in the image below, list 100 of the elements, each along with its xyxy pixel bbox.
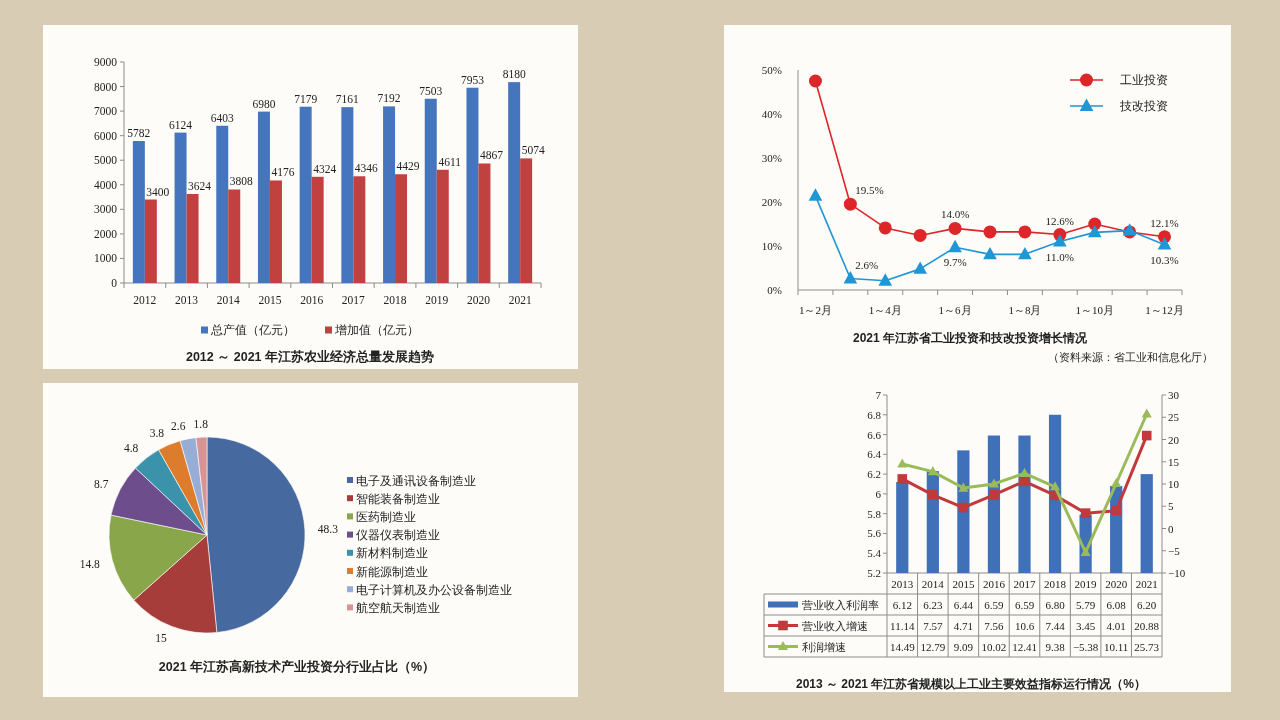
bar bbox=[520, 158, 533, 283]
data-label: 6.59 bbox=[1014, 598, 1035, 611]
x-tick-label: 2014 bbox=[921, 577, 945, 590]
legend-label: 工业投资 bbox=[1120, 73, 1168, 87]
x-tick-label: 2019 bbox=[1074, 577, 1098, 590]
y2-tick-label: 15 bbox=[1168, 455, 1180, 468]
legend-label: 医药制造业 bbox=[356, 510, 416, 523]
data-label: 7161 bbox=[335, 93, 360, 106]
x-tick-label: 2018 bbox=[383, 294, 407, 306]
data-label: 3400 bbox=[146, 185, 170, 198]
point bbox=[928, 490, 938, 500]
bar bbox=[311, 176, 324, 283]
bar bbox=[478, 163, 491, 283]
bar bbox=[228, 189, 241, 283]
y2-tick-label: −10 bbox=[1168, 567, 1186, 579]
x-tick-label: 2013 bbox=[175, 294, 199, 306]
point bbox=[808, 74, 822, 88]
y-tick-label: 2000 bbox=[94, 227, 118, 240]
y-tick-label: 6.2 bbox=[867, 468, 881, 481]
point bbox=[897, 458, 908, 468]
data-label: 10.02 bbox=[981, 640, 1007, 653]
y-tick-label: 4000 bbox=[94, 178, 118, 191]
data-label: −5.38 bbox=[1072, 640, 1099, 653]
point bbox=[958, 482, 969, 492]
legend-label: 电子计算机及办公设备制造业 bbox=[356, 583, 512, 596]
bar bbox=[424, 98, 437, 283]
text: 2013 ～ 2021 年江苏省规模以上工业主要效益指标运行情况（%） bbox=[795, 677, 1147, 691]
data-label: 9.38 bbox=[1045, 640, 1066, 653]
bar bbox=[508, 82, 521, 283]
data-label: 4867 bbox=[479, 149, 504, 162]
y2-tick-label: 20 bbox=[1168, 433, 1180, 446]
y-tick-label: 8000 bbox=[94, 80, 118, 93]
data-label: 6.80 bbox=[1045, 598, 1066, 611]
data-label: 11.14 bbox=[890, 619, 915, 632]
point bbox=[1018, 246, 1032, 260]
point bbox=[1111, 477, 1122, 488]
point bbox=[983, 225, 997, 239]
y-tick-label: 5.4 bbox=[867, 547, 882, 560]
y2-tick-label: 25 bbox=[1168, 411, 1180, 424]
text: （资料来源：省工业和信息化厅） bbox=[1048, 351, 1213, 363]
y-tick-label: 3000 bbox=[94, 203, 118, 216]
x-tick-label: 2012 bbox=[133, 294, 157, 306]
y-tick-label: 5.8 bbox=[867, 507, 882, 520]
data-label: 4.01 bbox=[1106, 619, 1126, 632]
point bbox=[878, 221, 892, 235]
y-tick-label: 0 bbox=[111, 277, 118, 289]
data-label: 7192 bbox=[377, 92, 401, 105]
x-tick-label: 2015 bbox=[258, 294, 282, 306]
bar bbox=[132, 141, 145, 283]
bar bbox=[395, 174, 408, 283]
data-label: 6980 bbox=[252, 97, 276, 110]
y-tick-label: 0% bbox=[767, 284, 782, 296]
data-label: 10.6 bbox=[1014, 619, 1035, 632]
data-label: 9.09 bbox=[953, 640, 974, 653]
bar bbox=[216, 125, 229, 283]
point bbox=[948, 239, 962, 253]
legend-label: 仪器仪表制造业 bbox=[356, 529, 440, 542]
x-tick-label: 2020 bbox=[466, 294, 491, 306]
bar bbox=[466, 87, 479, 283]
x-tick-label: 2017 bbox=[1013, 577, 1036, 590]
legend-label: 电子及通讯设备制造业 bbox=[356, 474, 476, 487]
data-label: 19.5% bbox=[855, 184, 884, 197]
bar bbox=[436, 169, 449, 283]
x-tick-label: 2014 bbox=[216, 294, 240, 306]
data-label: 1.8 bbox=[193, 418, 209, 431]
point bbox=[1087, 224, 1102, 238]
y-tick-label: 9000 bbox=[94, 56, 118, 68]
data-label: 7.56 bbox=[984, 619, 1005, 632]
x-tick-label: 2015 bbox=[952, 577, 975, 590]
x-tick-label: 1～12月 bbox=[1145, 304, 1184, 316]
x-tick-label: 2021 bbox=[508, 294, 532, 306]
data-label: 4.71 bbox=[953, 619, 974, 632]
point bbox=[808, 188, 823, 201]
point bbox=[1019, 467, 1030, 477]
data-label: 12.79 bbox=[920, 640, 946, 653]
legend-label: 新能源制造业 bbox=[356, 564, 428, 578]
x-tick-label: 2021 bbox=[1135, 577, 1158, 590]
point bbox=[1111, 505, 1121, 516]
bar bbox=[186, 194, 199, 283]
data-label: 20.88 bbox=[1134, 619, 1160, 632]
y-tick-label: 6 bbox=[875, 487, 882, 500]
data-label: 25.73 bbox=[1134, 640, 1160, 653]
point bbox=[913, 228, 927, 242]
data-label: 10.11 bbox=[1103, 640, 1129, 653]
x-tick-label: 2013 bbox=[891, 577, 914, 590]
y-tick-label: 7 bbox=[875, 389, 882, 401]
bar bbox=[383, 106, 396, 283]
bar bbox=[144, 199, 157, 283]
point bbox=[927, 466, 938, 476]
point bbox=[1050, 481, 1061, 491]
y-tick-label: 6.6 bbox=[867, 428, 882, 441]
y-tick-label: 50% bbox=[761, 64, 782, 76]
point bbox=[1080, 508, 1091, 518]
y-tick-label: 5000 bbox=[94, 154, 118, 167]
data-label: 5074 bbox=[521, 144, 545, 157]
point bbox=[1080, 546, 1091, 557]
bar bbox=[353, 176, 366, 283]
legend-label: 利润增速 bbox=[802, 640, 846, 653]
data-label: 4611 bbox=[438, 155, 462, 168]
point bbox=[913, 261, 928, 274]
